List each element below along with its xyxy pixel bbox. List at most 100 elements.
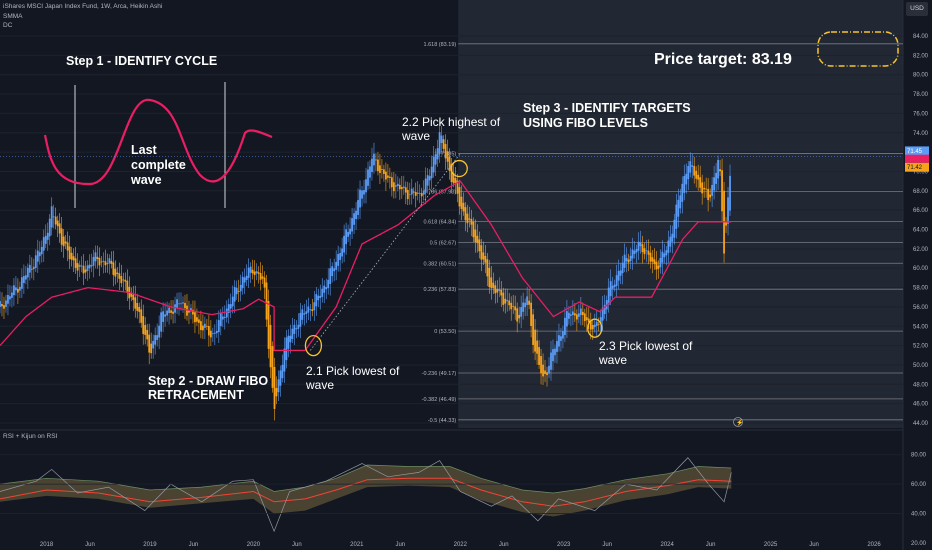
candle-body [126,280,129,293]
candle-body [293,324,296,334]
candle-body [13,285,15,296]
candle-body [287,335,290,349]
candle-body [661,251,664,263]
time-axis-tick: Jun [809,542,819,548]
candle-body [54,216,57,225]
candle-body [347,231,350,237]
candle-body [116,272,119,275]
candle-body [657,265,660,269]
candle-body [110,260,113,264]
candle-body [575,314,578,320]
candle-body [500,289,503,296]
candle-body [404,187,407,193]
candle-body [673,219,676,238]
candle-body [283,348,286,372]
rsi-label[interactable]: RSI + Kijun on RSI [3,433,58,440]
candle-body [144,325,147,335]
candle-body [466,213,469,224]
candle-body [80,265,83,267]
candle-body [667,240,670,253]
candle-body [695,170,698,179]
candle-body [522,302,525,312]
candle-body [355,210,357,220]
last-price-badge-bg [905,162,929,172]
candle-body [201,325,204,331]
candle-body [68,246,71,260]
currency-button[interactable]: USD [906,2,928,16]
candle-body [719,169,721,172]
time-axis-tick: Jun [85,542,95,548]
candle-body [124,279,127,282]
candle-body [164,314,167,317]
time-axis-tick: 2024 [660,542,674,548]
candle-body [679,195,682,209]
candle-body [0,301,1,307]
candle-body [261,276,264,279]
fib-highlight-zone [458,0,903,428]
candle-body [345,229,348,245]
candle-body [422,190,425,195]
candle-body [689,161,692,173]
candle-body [134,297,137,309]
candle-body [585,317,588,321]
candle-body [112,262,115,275]
last-wave-line1: Last [131,143,157,157]
candle-body [122,279,125,281]
candle-body [353,213,355,225]
candle-body [699,177,702,188]
candle-body [18,286,21,291]
fib-level-label: -0.236 (49.17) [422,371,457,377]
candle-body [28,264,31,273]
candle-body [249,266,252,273]
pick-lowest-label: 2.1 Pick lowest of wave [306,364,399,392]
lowest-point-3-circle [587,318,603,338]
candle-body [458,187,461,207]
candle-body [166,310,168,316]
candle-body [359,189,361,208]
candle-body [317,295,320,301]
fib-level-label: -0.382 (46.49) [422,397,457,403]
event-marker-icon [733,417,743,427]
candle-body [48,218,51,237]
price-axis-tick: 76.00 [913,111,929,117]
candle-body [281,364,284,379]
price-axis-tick: 80.00 [913,73,929,79]
candle-body [36,250,39,262]
candle-body [434,154,437,165]
candle-body [468,218,471,220]
candle-body [669,236,672,247]
candle-body [631,249,634,259]
candle-body [717,159,719,179]
candle-body [148,334,151,353]
candle-body [295,328,298,330]
candle-body [683,175,686,193]
candle-body [474,229,477,242]
candle-body [573,313,576,316]
candle-body [398,184,401,190]
candle-body [267,301,270,349]
candle-body [299,312,302,327]
candle-body [510,302,513,310]
candle-body [303,313,306,315]
candle-body [7,294,9,304]
candle-body [200,321,202,331]
candle-body [440,135,443,143]
time-axis-tick: 2019 [143,542,157,548]
candle-body [120,276,123,284]
candle-body [74,258,77,268]
indicator-dc-label[interactable]: DC [3,22,13,29]
candle-body [351,218,353,232]
pick-highest-line2: wave [402,129,431,143]
candle-body [22,276,25,284]
price-axis-tick: 58.00 [913,286,929,292]
pick-lowest3-label: 2.3 Pick lowest of wave [599,339,692,367]
step2-label: Step 2 - DRAW FIBO RETRACEMENT [148,374,268,402]
time-axis-tick: Jun [706,542,716,548]
candle-body [90,265,93,267]
candle-body [174,304,176,313]
candle-body [170,310,172,313]
pick-lowest-line2: wave [306,378,335,392]
indicator-smma-label[interactable]: SMMA [3,13,23,20]
candle-body [601,307,604,321]
candle-body [325,287,328,290]
